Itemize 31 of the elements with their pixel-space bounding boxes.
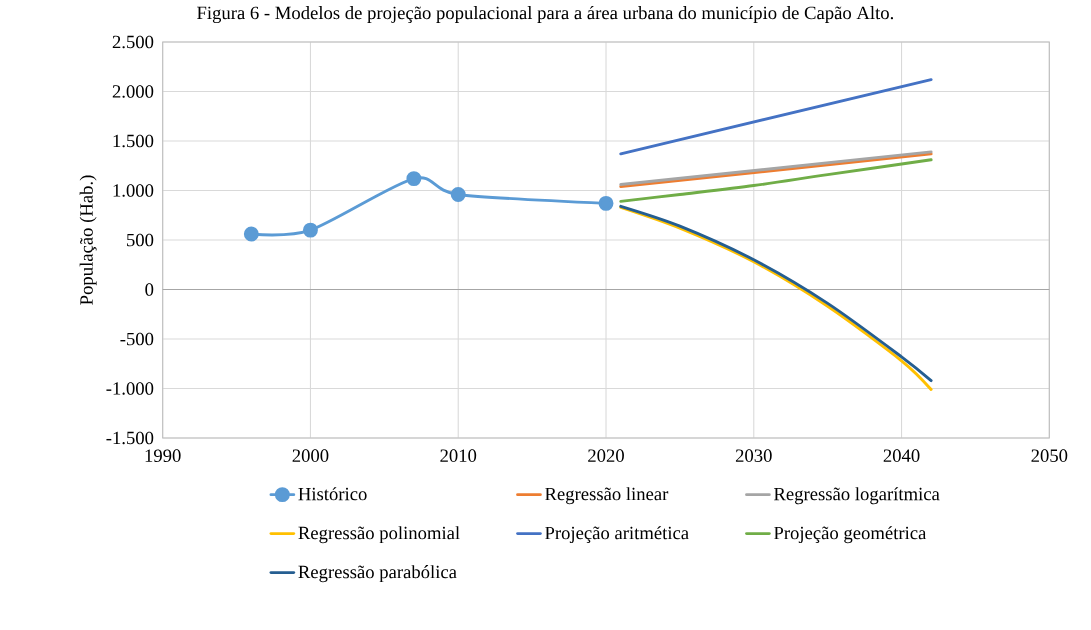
x-tick-label: 2000 [292,449,329,462]
point [302,222,318,238]
point [598,195,614,211]
legend-label: Regressão logarítmica [773,487,940,505]
point [406,171,422,187]
y-tick-label: -500 [120,332,154,346]
line-series [619,158,933,203]
y-tick-label: -1.000 [106,382,154,395]
y-tick-label: 1.000 [113,184,154,197]
legend-label: Regressão linear [545,487,669,505]
point [450,186,466,202]
y-tick-label: 2.500 [112,35,154,49]
x-tick-label: 2030 [735,449,772,462]
legend-label: Projeção aritmética [545,526,689,544]
x-tick-label: 2010 [440,449,477,462]
legend-label: Histórico [298,487,367,501]
x-tick-label: 2020 [588,449,624,462]
y-tick-label: -1.500 [106,431,154,445]
legend-label: Regressão parabólica [298,565,457,583]
y-tick-label: 500 [127,233,154,247]
chart-title: Figura 6 - Modelos de projeção populacional para a área urbana do município de Capão Alto. [197,6,894,24]
y-tick-label: 0 [145,283,154,296]
x-tick-label: 2040 [883,449,920,462]
legend-label: Regressão polinomial [298,526,460,544]
y-tick-label: 2.000 [112,85,154,98]
x-tick-label: 2050 [1031,449,1068,462]
point [243,226,259,242]
y-axis-title: População (Hab.) [79,175,97,305]
y-tick-label: 1.500 [113,134,154,148]
x-tick-label: 1990 [145,449,181,462]
legend-label: Projeção geométrica [773,526,927,544]
